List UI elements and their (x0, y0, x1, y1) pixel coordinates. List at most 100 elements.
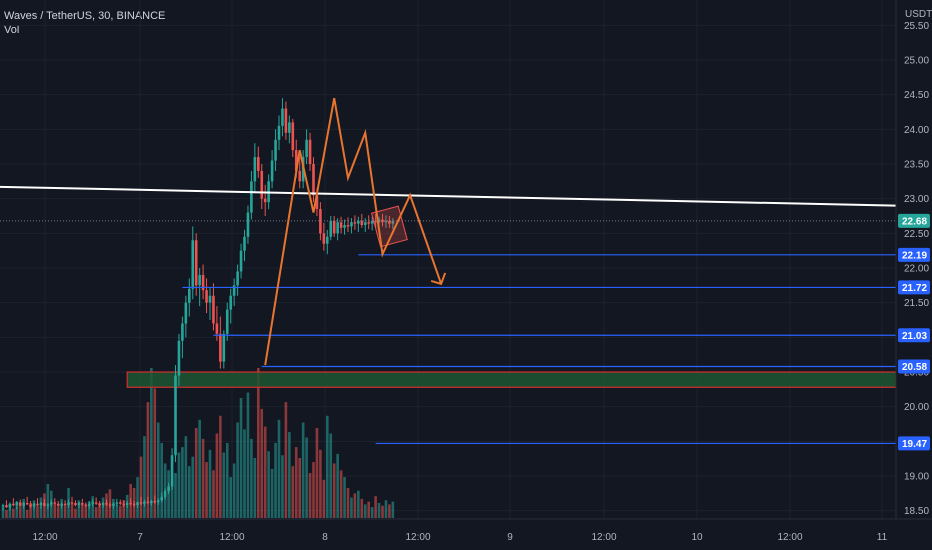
volume-bar (236, 422, 239, 518)
candle-body (163, 491, 167, 497)
volume-bar (246, 392, 250, 518)
zigzag-pattern (264, 97, 443, 366)
support-zone (126, 371, 897, 388)
candle-body (56, 503, 60, 506)
candle-body (315, 195, 319, 210)
candle-body (298, 170, 301, 182)
candle-body (191, 240, 195, 289)
volume-bar (119, 505, 122, 518)
level-22-19-tag (898, 247, 930, 262)
candle-body (167, 486, 170, 492)
volume-bar (281, 455, 284, 518)
volume-bar (357, 490, 360, 518)
volume-bar (87, 501, 91, 518)
candle-body (181, 323, 184, 341)
volume-bar (29, 503, 32, 518)
volume-bar (319, 449, 322, 518)
candle-body (343, 225, 346, 228)
candle-body (91, 502, 94, 504)
candle-body (243, 236, 246, 251)
candle-body (326, 236, 329, 244)
volume-bar (5, 509, 8, 518)
candle-body (160, 496, 163, 501)
volume-bar (277, 419, 281, 518)
volume-bar (222, 452, 226, 518)
level-22-19-tag-label: 22.19 (902, 250, 927, 261)
candle-body (277, 125, 281, 140)
volume-bar (191, 456, 195, 518)
volume-bar (84, 505, 88, 518)
candle-body (22, 503, 25, 506)
candle-body (236, 271, 239, 286)
candle-body (284, 108, 288, 133)
candle-body (43, 503, 46, 506)
volume-bar (136, 477, 139, 518)
volume-bar (274, 443, 277, 518)
volume-bar (156, 422, 160, 518)
candle-body (353, 222, 357, 224)
volume-bar (301, 422, 305, 518)
time-tick-label: 7 (137, 532, 143, 543)
volume-bar (94, 507, 98, 518)
candle-body (194, 240, 198, 286)
level-20-58-tag-label: 20.58 (902, 362, 927, 373)
candle-body (8, 503, 12, 508)
volume-bar (208, 449, 212, 518)
time-tick-label: 12:00 (32, 532, 57, 543)
candle-body (219, 333, 222, 362)
candle-body (274, 139, 277, 161)
volume-bar (339, 470, 343, 518)
time-tick-label: 12:00 (219, 532, 244, 543)
candle-body (229, 295, 232, 310)
time-axis: 12:00 7 12:00 8 12:00 9 12:00 10 12:00 11 (0, 518, 932, 550)
volume-bars (1, 368, 395, 518)
candle-body (105, 503, 108, 505)
candle-body (156, 500, 160, 503)
volume-bar (336, 453, 339, 518)
trendline (0, 185, 897, 207)
candle-body (5, 505, 8, 508)
grid (0, 0, 896, 519)
candle-body (329, 220, 333, 237)
volume-bar (70, 503, 74, 518)
volume-bar (8, 504, 12, 518)
candle-body (32, 503, 36, 507)
volume-bar (367, 501, 370, 518)
volume-bar (288, 432, 291, 518)
candle-body (312, 164, 315, 196)
time-tick-label: 11 (877, 532, 888, 543)
volume-bar (315, 428, 319, 518)
volume-bar (239, 398, 243, 518)
volume-bar (322, 479, 326, 518)
volume-bar (294, 447, 298, 518)
candle-body (67, 502, 70, 506)
volume-bar (201, 438, 205, 518)
candle-body (381, 219, 384, 223)
current-price-tag-label: 22.68 (902, 216, 927, 227)
candle-body (322, 233, 326, 244)
volume-bar (391, 501, 395, 518)
price-tick-label: 25.50 (904, 21, 929, 32)
candle-body (132, 503, 136, 506)
candle-body (108, 504, 112, 506)
price-tick-label: 23.50 (904, 160, 929, 171)
drawings (0, 97, 897, 445)
volume-bar (91, 496, 94, 518)
candle-body (288, 122, 291, 133)
price-tick-label: 21.50 (904, 298, 929, 309)
candle-body (222, 333, 226, 362)
candle-body (270, 160, 274, 182)
price-tick-label: 23.00 (904, 194, 929, 205)
candle-body (15, 502, 19, 506)
candle-body (332, 220, 336, 234)
volume-bar (181, 447, 184, 518)
candle-body (291, 122, 295, 151)
candle-body (391, 220, 395, 224)
candle-body (174, 375, 177, 456)
volume-bar (170, 479, 174, 518)
candle-body (339, 222, 343, 228)
candle-body (305, 139, 308, 158)
candle-body (281, 108, 284, 126)
volume-bar (63, 505, 67, 518)
